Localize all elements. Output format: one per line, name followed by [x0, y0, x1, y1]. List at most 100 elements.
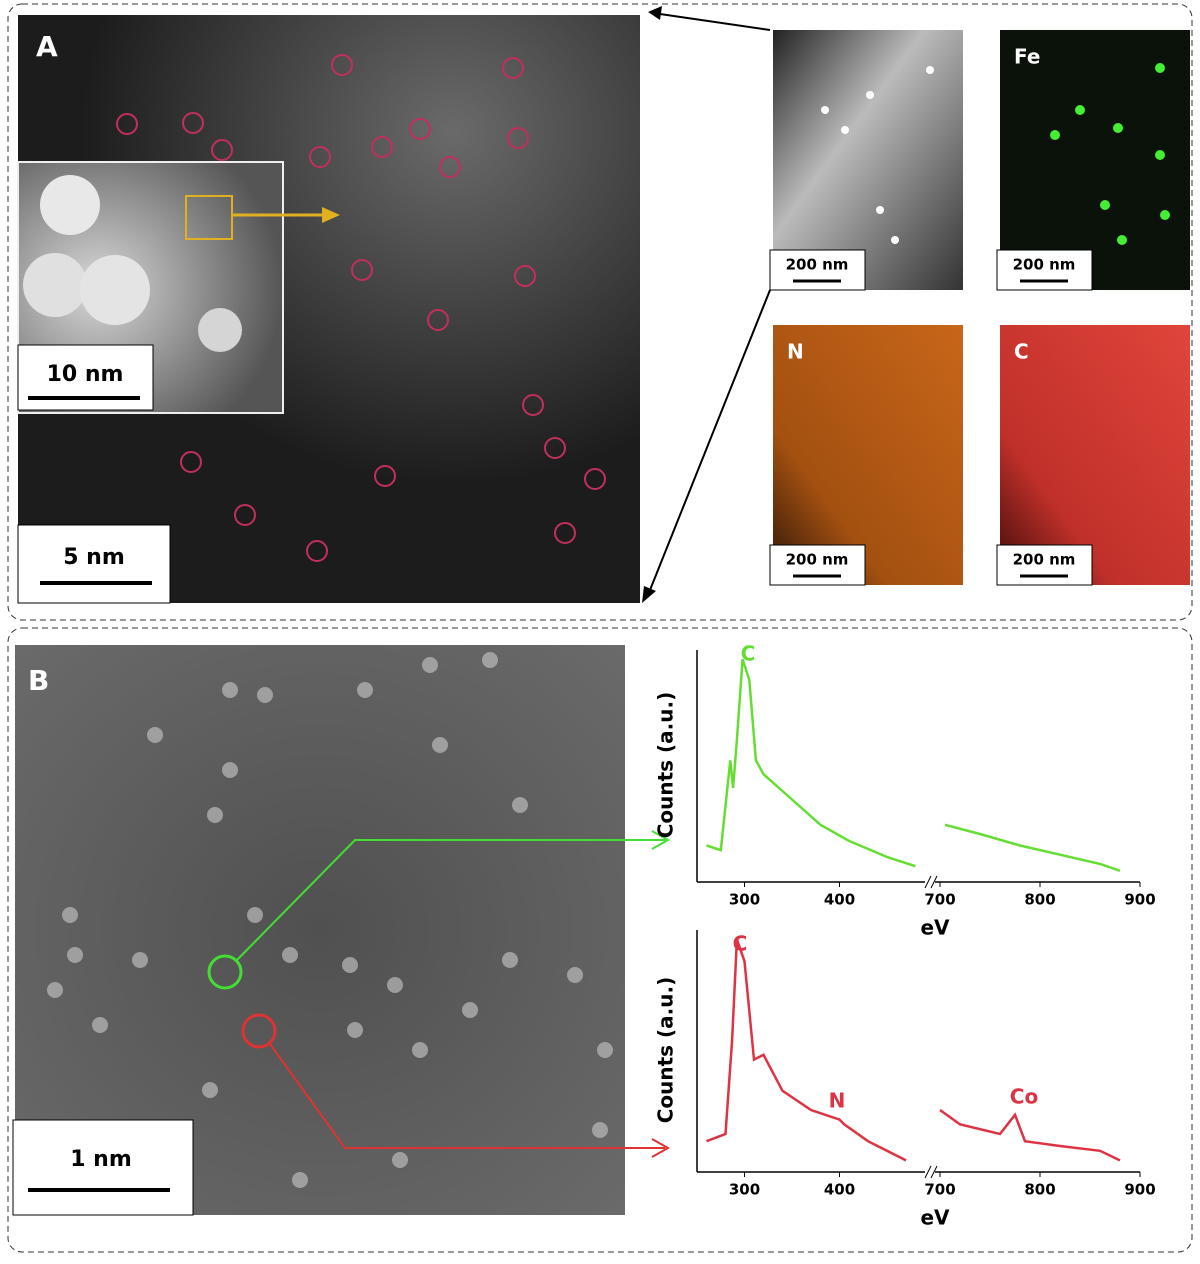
particle [40, 175, 100, 235]
atom [202, 1082, 218, 1098]
spectrum-line [706, 939, 1121, 1162]
zoom-arrowhead [322, 207, 340, 223]
probe-line [269, 1043, 665, 1149]
peak-label: N [829, 1089, 846, 1113]
connector [659, 13, 771, 31]
particle [80, 255, 150, 325]
atom [462, 1002, 478, 1018]
fe-spot [1113, 123, 1123, 133]
spectra: 300 400 700 800 900 eV Counts (a.u.) C 300 400 700… [654, 642, 1156, 1230]
bright-spot [821, 106, 829, 114]
x-tick-label: 300 [729, 1181, 760, 1199]
atom [567, 967, 583, 983]
atom [422, 657, 438, 673]
axis-break [930, 1165, 938, 1179]
atoms [47, 652, 613, 1188]
scale-bar-label: 1 nm [70, 1147, 132, 1172]
connector-head [648, 6, 662, 20]
x-tick-label: 300 [729, 891, 760, 909]
spectrum-line [706, 658, 1121, 872]
fe-spot [1155, 150, 1165, 160]
atom [387, 977, 403, 993]
bright-spot [866, 91, 874, 99]
eds-map [1000, 30, 1190, 290]
fe-spot [1160, 210, 1170, 220]
atom [247, 907, 263, 923]
eds-map [1000, 325, 1190, 585]
atom [222, 762, 238, 778]
x-tick-label: 700 [924, 891, 955, 909]
scale-bar-label: 200 nm [786, 256, 849, 274]
x-tick-label: 700 [924, 1181, 955, 1199]
probe-circle [241, 1013, 277, 1049]
fe-spot [1075, 105, 1085, 115]
probe-line [236, 839, 665, 961]
atom [392, 1152, 408, 1168]
atom [357, 682, 373, 698]
atom [67, 947, 83, 963]
element-label: C [1014, 340, 1029, 364]
atom-marker [309, 146, 331, 168]
fe-spot [1117, 235, 1127, 245]
probe-circle [207, 954, 243, 990]
atom [207, 807, 223, 823]
scale-bar-label: 200 nm [1013, 551, 1076, 569]
probe-arrowhead [651, 1138, 671, 1158]
bright-spot [841, 126, 849, 134]
zoom-box [185, 195, 233, 240]
panel-frame [7, 3, 1193, 621]
fe-spot [1155, 63, 1165, 73]
atom [222, 682, 238, 698]
atom-markers [116, 54, 606, 562]
atom-marker [522, 394, 544, 416]
peak-label: Co [1010, 1085, 1038, 1109]
x-tick-label: 800 [1024, 891, 1055, 909]
atom-marker [371, 136, 393, 158]
atom-marker [351, 259, 373, 281]
bright-spot [876, 206, 884, 214]
probe-arrowhead [651, 830, 671, 850]
scale-box [769, 249, 866, 291]
x-tick-label: 400 [824, 891, 855, 909]
atom [92, 1017, 108, 1033]
x-axis-label: eV [920, 916, 950, 940]
connector-head [642, 586, 656, 603]
bright-spot [926, 66, 934, 74]
y-axis-label: Counts (a.u.) [654, 977, 678, 1124]
atom [62, 907, 78, 923]
scale-bar-label: 200 nm [786, 551, 849, 569]
y-axis-label: Counts (a.u.) [654, 692, 678, 839]
eds-map [773, 325, 963, 585]
atom-marker [427, 309, 449, 331]
connector [649, 289, 771, 591]
atom-marker [439, 156, 461, 178]
atom [597, 1042, 613, 1058]
atom [257, 687, 273, 703]
atom-marker [409, 118, 431, 140]
fe-spot [1050, 130, 1060, 140]
atom [592, 1122, 608, 1138]
x-tick-label: 800 [1024, 1181, 1055, 1199]
axis-break [930, 875, 938, 889]
atom-marker [180, 451, 202, 473]
atom [482, 652, 498, 668]
scale-box [996, 249, 1093, 291]
panel-label: B [28, 664, 49, 697]
atom [347, 1022, 363, 1038]
atom-marker [234, 504, 256, 526]
atom [47, 982, 63, 998]
x-axis-label: eV [920, 1206, 950, 1230]
eds-maps: 200 nm Fe 200 nm N 200 nm C 200 nm [769, 30, 1190, 586]
atom [132, 952, 148, 968]
scale-box [12, 1119, 194, 1216]
bright-spot [891, 236, 899, 244]
particle [198, 308, 242, 352]
atom-marker [554, 522, 576, 544]
x-tick-label: 900 [1124, 891, 1155, 909]
peak-label: C [741, 642, 756, 666]
atom [412, 1042, 428, 1058]
scale-box [996, 544, 1093, 586]
atom-marker [507, 127, 529, 149]
peak-label: C [733, 932, 748, 956]
